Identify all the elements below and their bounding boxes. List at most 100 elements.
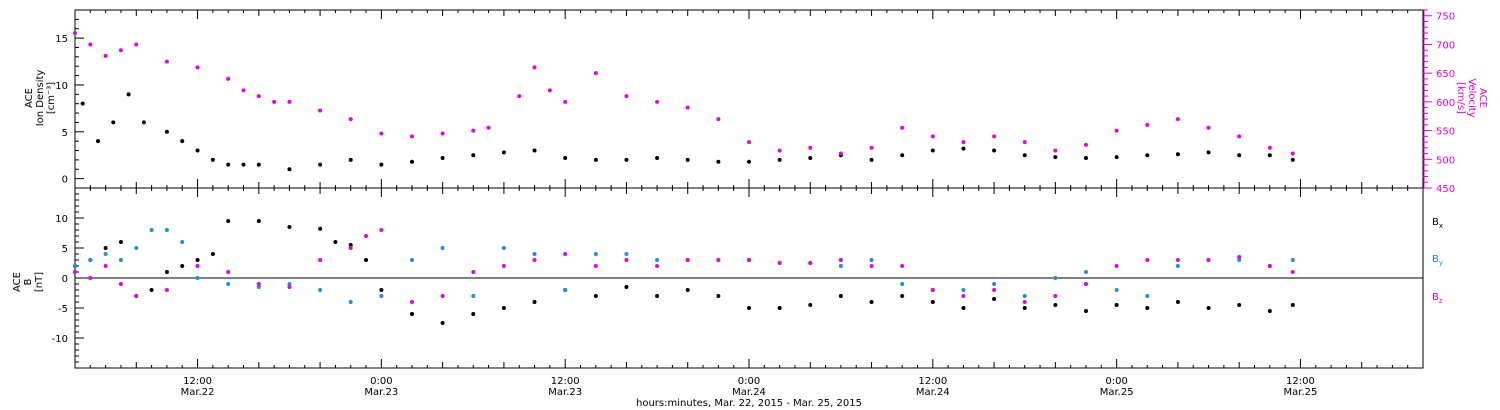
velocity-point [624,94,629,99]
By-point [992,282,997,286]
velocity-point [900,125,905,130]
Bz-point [348,246,353,250]
Bz-point [1237,255,1242,259]
density-point [1022,153,1027,158]
Bz-point [195,264,200,268]
b-axis-title-line3: [nT] [34,272,45,292]
Bz-point [961,294,966,298]
date-tick-label: Mar.24 [732,387,766,398]
date-tick-label: Mar.22 [181,387,215,398]
density-point [1237,153,1242,158]
Bz-point [1084,282,1088,286]
velocity-point [961,140,966,145]
Bx-point [961,306,966,310]
By-point [149,228,154,232]
Bx-point [1114,303,1119,307]
Bz-point [118,282,123,286]
density-point [1175,152,1180,157]
Bz-point [1206,258,1211,262]
density-point [716,159,721,164]
Bz-point [1175,258,1180,262]
density-point [1290,157,1295,162]
Bx-point [716,294,721,298]
density-point [440,156,445,161]
Bx-point [1145,306,1150,310]
By-point [532,252,537,256]
velocity-point [1084,142,1088,147]
velocity-point [164,59,169,64]
density-point [256,162,261,167]
Bx-point [318,226,323,231]
By-point [287,282,292,286]
Bz-point [747,258,751,262]
legend-bz: Bz [1432,292,1443,305]
Bx-point [992,297,997,301]
velocity-point [547,88,552,93]
Bx-point [180,264,185,268]
velocity-point [838,151,843,156]
Bx-point [1290,303,1295,307]
velocity-point [88,42,93,47]
By-point [256,285,261,289]
velocity-point [256,94,261,99]
density-point [1267,153,1272,158]
time-tick-label: 12:00 [551,376,580,387]
velocity-point [869,145,874,150]
Bz-point [1145,258,1150,262]
By-point [624,252,629,256]
velocity-point [517,94,522,99]
density-point [1206,150,1211,155]
velocity-point [486,125,491,130]
density-point [961,146,966,151]
Bz-point [992,288,997,292]
time-tick-label: 0:00 [738,376,760,387]
velocity-point [118,48,123,53]
density-point [1084,156,1088,161]
velocity-axis-title-line2: Velocity [1466,78,1477,117]
Bz-point [1114,264,1119,268]
Bx-point [379,288,384,292]
Bz-point [716,258,721,262]
Bx-point [501,306,506,310]
Bx-point [210,252,215,256]
By-point [655,258,660,262]
density-point [930,148,935,153]
density-point [1053,155,1058,160]
Bz-point [134,294,139,298]
Bz-point [256,282,261,286]
Bx-point [226,219,231,223]
date-tick-label: Mar.25 [1100,387,1134,398]
By-point [593,252,598,256]
By-point [1175,264,1180,268]
Bz-point [808,261,813,265]
velocity-point [1022,140,1027,145]
Bx-point [164,270,169,274]
density-point [900,153,905,158]
velocity-point [195,65,200,70]
Bx-point [930,300,935,304]
Bz-point [88,276,93,280]
b-tick-label: -5 [58,304,68,315]
Bz-point [73,270,77,274]
velocity-point [134,42,139,47]
Bz-point [471,270,476,274]
density-axis-title-line3: [cm⁻³] [46,82,57,114]
Bz-point [1290,270,1295,274]
velocity-point [410,134,414,139]
density-axis-ticks: 0 5 10 15 [55,9,84,189]
density-axis-title-line2: Ion Density [35,70,46,127]
Bx-point [624,285,629,289]
Bx-point [410,312,414,316]
time-axis-ticks [74,10,1424,368]
velocity-point [930,134,935,139]
density-point [348,157,353,162]
By-point [961,288,966,292]
density-point [1114,155,1119,160]
By-point [379,294,384,298]
density-point [226,162,231,167]
By-point [348,300,353,304]
Bx-point [1237,303,1242,307]
density-point [593,157,598,162]
velocity-point [379,131,384,136]
Bz-point [103,264,108,268]
